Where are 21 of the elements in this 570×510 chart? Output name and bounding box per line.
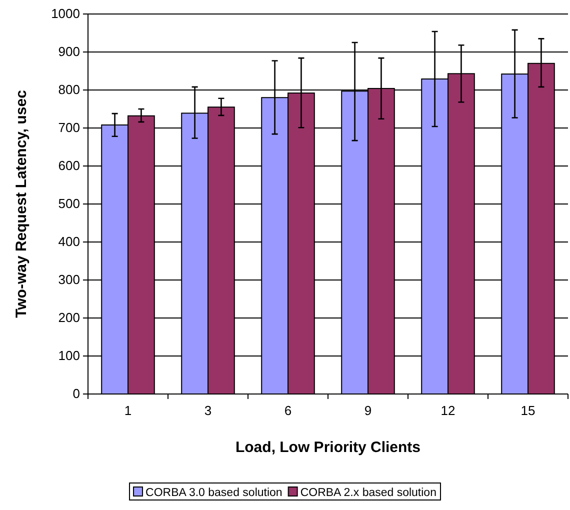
x-tick-label: 15 (520, 403, 536, 418)
y-tick-label: 900 (58, 44, 80, 60)
legend-label: CORBA 2.x based solution (300, 487, 436, 499)
legend-label: CORBA 3.0 based solution (146, 487, 282, 499)
y-tick-label: 700 (58, 120, 80, 136)
y-tick-label: 300 (58, 272, 80, 288)
x-axis-title: Load, Low Priority Clients (235, 439, 421, 456)
y-tick-label: 500 (58, 196, 80, 212)
y-tick-label: 400 (58, 234, 80, 250)
y-tick-label: 100 (58, 348, 80, 364)
y-tick-label: 1000 (51, 6, 80, 22)
x-tick-label: 6 (284, 403, 292, 418)
x-tick-label: 1 (124, 403, 132, 418)
y-tick-label: 800 (58, 82, 80, 98)
y-tick-label: 200 (58, 310, 80, 326)
x-tick-label: 3 (204, 403, 212, 418)
y-axis-title: Two-way Request Latency, usec (13, 90, 30, 318)
y-tick-label: 600 (58, 158, 80, 174)
x-tick-label: 12 (440, 403, 456, 418)
x-tick-label: 9 (364, 403, 372, 418)
y-tick-label: 0 (72, 386, 80, 402)
